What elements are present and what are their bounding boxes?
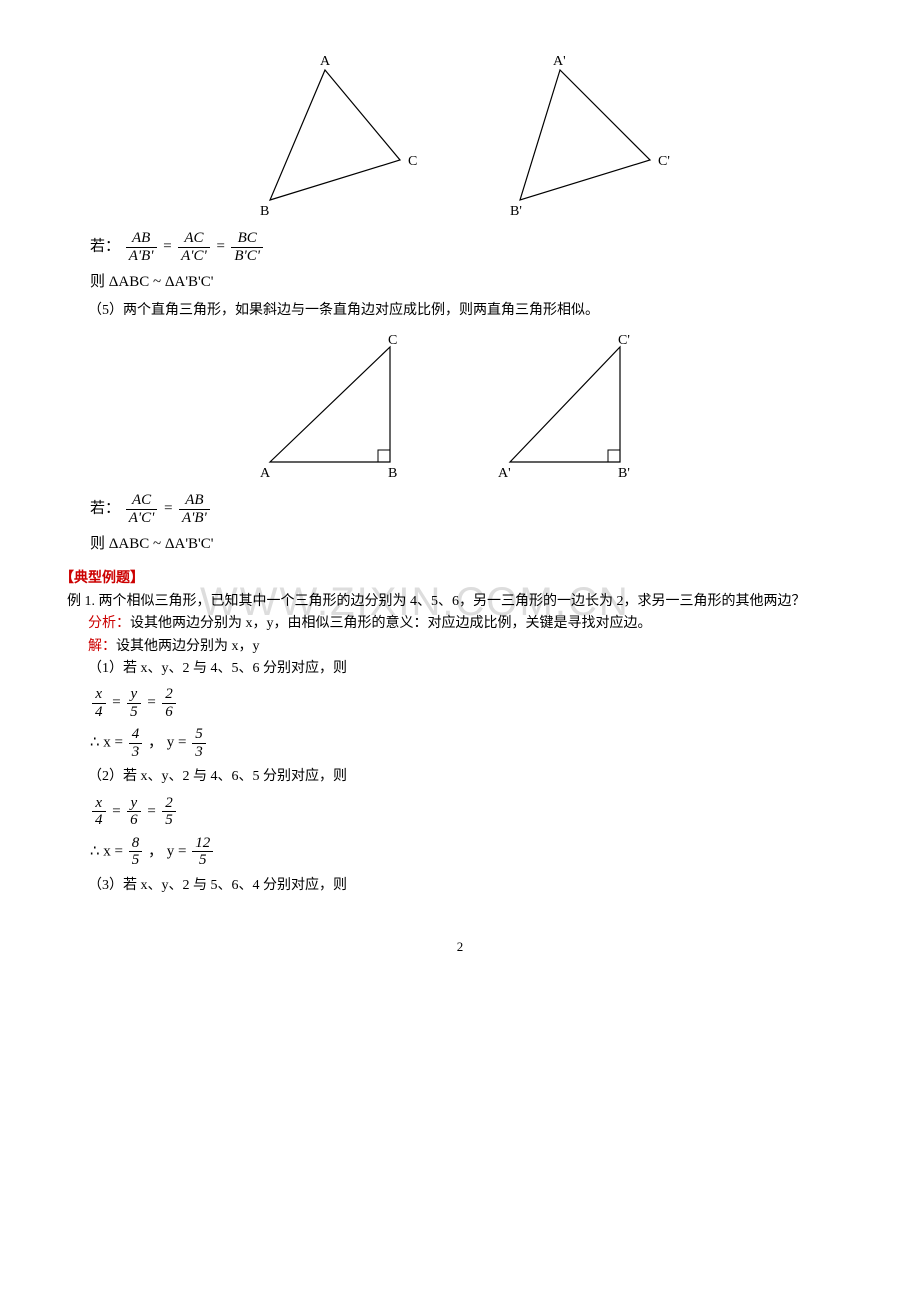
label-ap: A': [553, 54, 566, 69]
figure-triangles-1: A B C A' B' C': [60, 50, 860, 220]
result-2: ∴ x = 85 ， y = 125: [90, 835, 860, 869]
label-a: A: [320, 54, 331, 69]
equation-1: x4 = y5 = 26: [90, 686, 860, 720]
label-bp: B': [510, 204, 522, 219]
formula2-prefix: 若：: [90, 501, 120, 517]
case-3: （3）若 x、y、2 与 5、6、4 分别对应，则: [60, 875, 860, 897]
figure-right-triangles: A B C A' B' C': [60, 332, 860, 482]
page-number: 2: [60, 937, 860, 958]
section-header: 【典型例题】: [60, 568, 860, 590]
analysis-text: 设其他两边分别为 x，y，由相似三角形的意义：对应边成比例，关键是寻找对应边。: [130, 616, 652, 631]
formula-ratio-1: 若： ABA'B' = ACA'C' = BCB'C': [90, 230, 860, 264]
rt-label-c: C: [388, 333, 397, 348]
rt-label-a: A: [260, 466, 271, 481]
formula1-prefix: 若：: [90, 238, 120, 254]
label-c: C: [408, 154, 417, 169]
equation-2: x4 = y6 = 25: [90, 795, 860, 829]
conclusion-2: 则 ΔABC ~ ΔA'B'C': [90, 532, 860, 556]
rt-label-bp: B': [618, 466, 630, 481]
label-b: B: [260, 204, 269, 219]
right-triangle-abc: A B C: [250, 332, 430, 482]
rt-label-cp: C': [618, 333, 630, 348]
conclusion-1: 则 ΔABC ~ ΔA'B'C': [90, 270, 860, 294]
analysis-label: 分析：: [88, 616, 130, 631]
right-triangle-apbpcp: A' B' C': [490, 332, 670, 482]
solve-label: 解：: [88, 639, 116, 654]
case-1: （1）若 x、y、2 与 4、5、6 分别对应，则: [60, 658, 860, 680]
case-2: （2）若 x、y、2 与 4、6、5 分别对应，则: [60, 766, 860, 788]
triangle-abc: A B C: [230, 50, 430, 220]
example-1-title: 例 1. 两个相似三角形，已知其中一个三角形的边分别为 4、5、6，另一三角形的…: [60, 591, 860, 613]
formula-ratio-2: 若： ACA'C' = ABA'B': [90, 492, 860, 526]
label-cp: C': [658, 154, 670, 169]
rt-label-b: B: [388, 466, 397, 481]
triangle-apbpcp: A' B' C': [490, 50, 690, 220]
result-1: ∴ x = 43 ， y = 53: [90, 726, 860, 760]
paragraph-5: （5）两个直角三角形，如果斜边与一条直角边对应成比例，则两直角三角形相似。: [60, 300, 860, 322]
solve-text: 设其他两边分别为 x，y: [116, 639, 260, 654]
analysis-line: 分析：设其他两边分别为 x，y，由相似三角形的意义：对应边成比例，关键是寻找对应…: [60, 613, 860, 635]
page-content: A B C A' B' C' 若： ABA'B' = ACA'C' = BCB'…: [60, 50, 860, 958]
rt-label-ap: A': [498, 466, 511, 481]
solve-line: 解：设其他两边分别为 x，y: [60, 636, 860, 658]
